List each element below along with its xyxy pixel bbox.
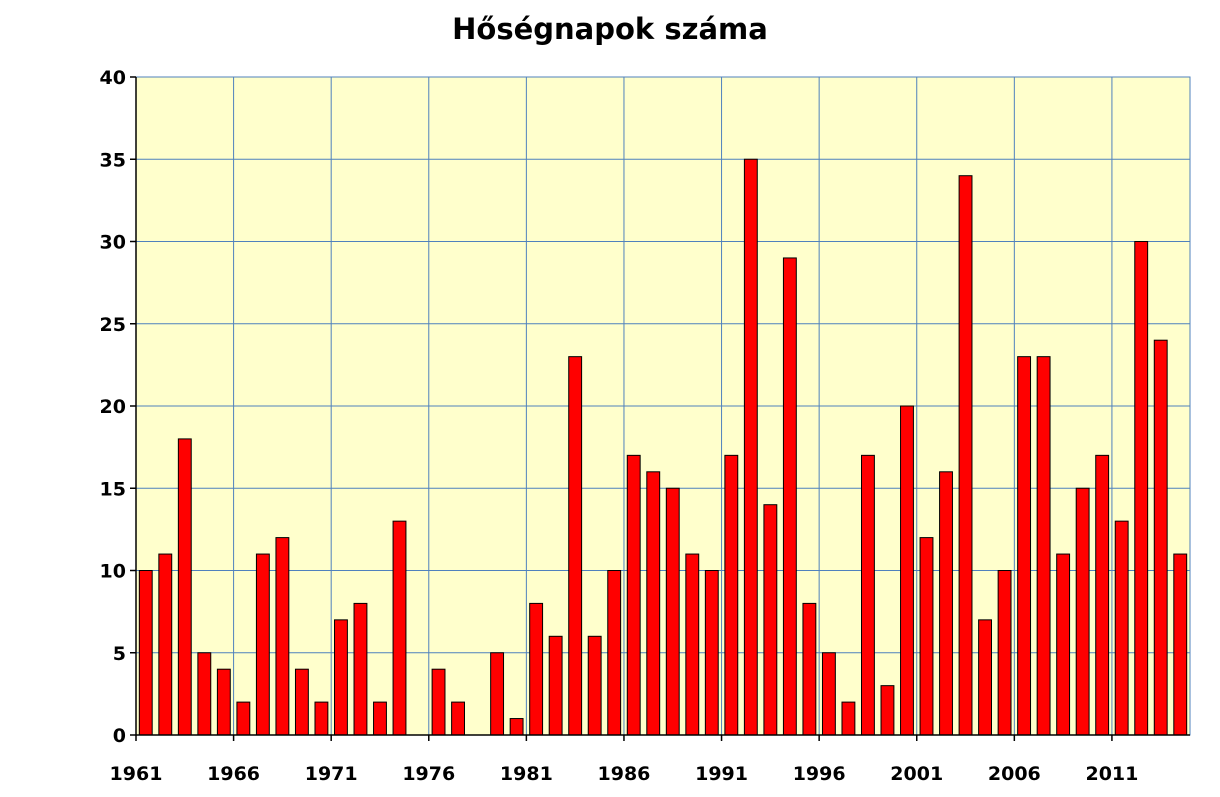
gridlines — [135, 76, 1190, 736]
bar-1961 — [138, 570, 153, 736]
bar-1994 — [782, 257, 797, 736]
x-tick-label: 1996 — [793, 763, 846, 785]
bar-1973 — [373, 701, 387, 736]
bar-2009 — [1075, 487, 1090, 736]
bar-1966 — [236, 701, 251, 736]
y-tick-label: 5 — [113, 643, 126, 665]
y-tick-label: 20 — [100, 396, 126, 418]
y-tick-label: 10 — [100, 561, 126, 583]
bar-1983 — [568, 356, 583, 736]
bar-2012 — [1134, 241, 1149, 736]
bar-1990 — [704, 570, 719, 736]
bar-1984 — [587, 635, 602, 736]
y-tick-label: 25 — [100, 314, 126, 336]
y-tick-label: 30 — [100, 232, 126, 254]
x-tick-label: 1971 — [305, 763, 358, 785]
y-tick-label: 15 — [100, 478, 126, 500]
bar-1965 — [216, 668, 231, 736]
bar-2003 — [958, 175, 973, 736]
x-tick-label: 2001 — [890, 763, 943, 785]
bar-1972 — [353, 602, 368, 736]
x-tick-label: 1991 — [695, 763, 748, 785]
axes — [130, 76, 1190, 741]
bar-1963 — [177, 438, 192, 736]
bar-1979 — [490, 652, 505, 736]
y-tick-labels: 0 5 10 15 20 25 30 35 40 — [100, 67, 126, 747]
bar-1993 — [763, 504, 778, 736]
bar-2004 — [978, 619, 992, 736]
y-tick-label: 0 — [113, 725, 126, 747]
bar-1987 — [646, 471, 661, 736]
bar-1997 — [841, 701, 856, 736]
y-tick-label: 40 — [100, 67, 126, 89]
bar-2013 — [1153, 339, 1168, 736]
bar-1998 — [861, 454, 875, 736]
x-tick-label: 1981 — [500, 763, 553, 785]
chart-title: Hőségnapok száma — [452, 12, 768, 46]
x-tick-labels: 1961 1966 1971 1976 1981 1986 1991 1996 2001 2006… — [110, 763, 1139, 785]
bar-2008 — [1056, 553, 1071, 736]
bar-1962 — [158, 553, 173, 736]
bar-2010 — [1095, 454, 1110, 736]
x-tick-label: 2006 — [988, 763, 1041, 785]
bar-1967 — [255, 553, 270, 736]
bar-1988 — [665, 487, 680, 736]
bar-1964 — [197, 652, 212, 736]
bar-2001 — [919, 537, 934, 736]
bar-1980 — [509, 718, 524, 736]
bar-1968 — [275, 537, 290, 736]
bar-2014 — [1173, 553, 1188, 736]
x-tick-label: 1961 — [110, 763, 163, 785]
bar-2011 — [1114, 520, 1129, 736]
bar-1985 — [607, 570, 622, 736]
bar-1999 — [880, 685, 895, 736]
bar-2007 — [1036, 356, 1051, 736]
bar-1982 — [548, 635, 563, 736]
bar-1986 — [626, 454, 641, 736]
bar-1976 — [431, 668, 446, 736]
bar-1971 — [334, 619, 348, 736]
bar-1977 — [451, 701, 465, 736]
bar-2006 — [1017, 356, 1032, 736]
bar-1981 — [529, 602, 544, 736]
bar-1991 — [724, 454, 739, 736]
bar-2002 — [939, 471, 953, 736]
y-tick-label: 35 — [100, 149, 126, 171]
bar-1969 — [294, 668, 309, 736]
bar-1992 — [743, 158, 758, 736]
bar-1970 — [314, 701, 329, 736]
bar-2005 — [997, 570, 1012, 736]
bar-1996 — [821, 652, 836, 736]
bar-2000 — [900, 405, 914, 736]
x-tick-label: 1966 — [207, 763, 260, 785]
x-tick-label: 2011 — [1085, 763, 1138, 785]
bar-1995 — [802, 602, 817, 736]
bar-1974 — [392, 520, 407, 736]
bar-1989 — [685, 553, 700, 736]
x-tick-label: 1986 — [598, 763, 651, 785]
x-tick-label: 1976 — [402, 763, 455, 785]
